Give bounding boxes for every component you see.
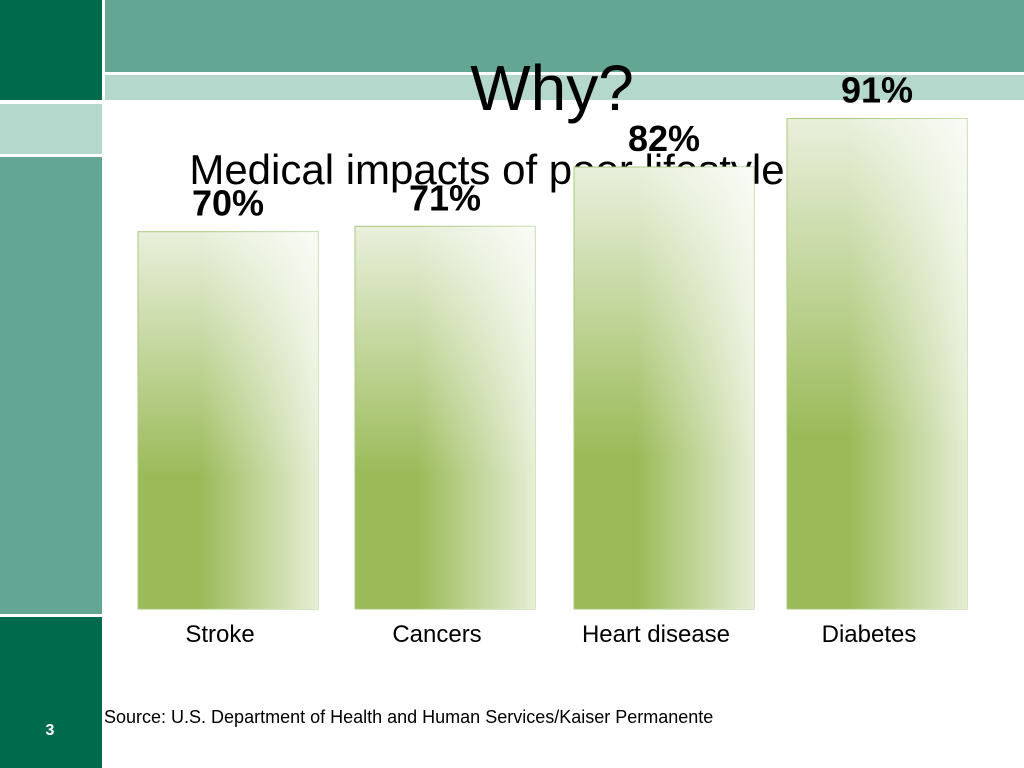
bar-sheen — [787, 118, 967, 609]
sidebar-block-light — [0, 104, 102, 154]
data-label: 91% — [841, 70, 913, 111]
header-banner-dark — [105, 0, 1024, 72]
bar-sheen — [138, 231, 318, 609]
data-label: 71% — [409, 177, 481, 218]
category-label: Stroke — [185, 621, 254, 648]
bar-sheen — [355, 226, 535, 609]
bar-sheen — [574, 167, 754, 609]
header-banner-light — [105, 75, 1024, 100]
sidebar-block-bottom — [0, 617, 102, 768]
page-number: 3 — [45, 722, 55, 739]
category-label: Heart disease — [582, 621, 730, 648]
data-label: 82% — [628, 118, 700, 159]
slide-title: Why? — [470, 52, 634, 124]
sidebar-block-mid — [0, 157, 102, 614]
sidebar-block-top — [0, 0, 102, 100]
category-label: Diabetes — [822, 621, 917, 648]
source-note: Source: U.S. Department of Health and Hu… — [104, 707, 714, 727]
category-label: Cancers — [392, 621, 481, 648]
data-label: 70% — [192, 183, 264, 224]
